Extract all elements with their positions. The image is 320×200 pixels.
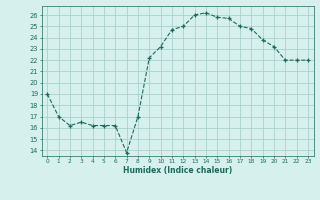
X-axis label: Humidex (Indice chaleur): Humidex (Indice chaleur) bbox=[123, 166, 232, 175]
